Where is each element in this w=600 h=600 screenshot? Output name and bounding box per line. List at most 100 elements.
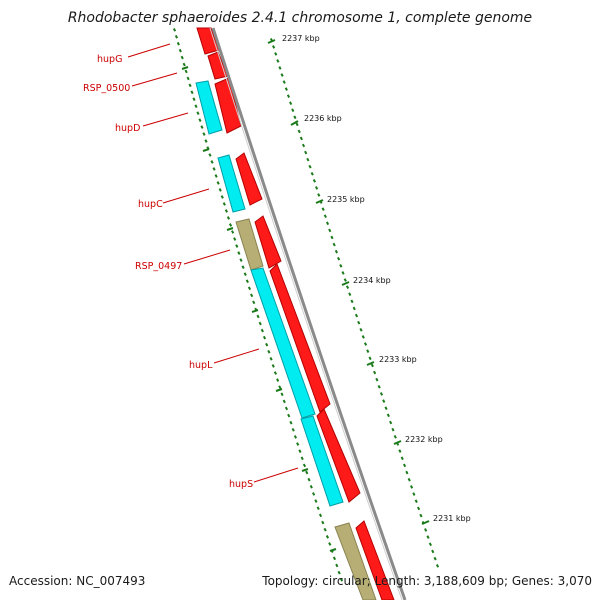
minor-tick xyxy=(316,506,320,511)
minor-tick xyxy=(273,371,278,375)
minor-tick xyxy=(297,129,301,134)
major-tick xyxy=(341,281,350,286)
gene-label-hupC[interactable]: hupC xyxy=(138,199,163,210)
major-tick xyxy=(315,199,324,204)
minor-tick xyxy=(280,73,284,77)
gene-feature[interactable] xyxy=(269,263,331,413)
tick-label: 2232 kbp xyxy=(405,435,443,444)
minor-tick xyxy=(304,150,308,155)
minor-tick xyxy=(282,80,286,84)
minor-tick xyxy=(337,256,341,261)
gene-feature[interactable] xyxy=(214,77,242,134)
minor-tick xyxy=(235,244,239,248)
minor-tick xyxy=(321,520,325,525)
gene-feature[interactable] xyxy=(254,215,282,269)
gene-feature[interactable] xyxy=(235,152,263,206)
minor-tick xyxy=(389,420,393,425)
label-leader xyxy=(131,72,178,87)
gene-feature[interactable] xyxy=(355,520,395,600)
minor-tick xyxy=(172,28,177,32)
minor-tick xyxy=(291,427,295,432)
minor-tick xyxy=(323,527,327,532)
minor-tick xyxy=(307,477,311,482)
gene-label-hupS[interactable]: hupS xyxy=(229,479,253,490)
gene-feature[interactable] xyxy=(195,80,223,135)
minor-tick xyxy=(332,242,336,247)
minor-tick xyxy=(198,118,202,122)
major-tick xyxy=(290,120,299,126)
minor-tick xyxy=(405,470,409,475)
minor-tick xyxy=(386,413,390,418)
gene-feature[interactable] xyxy=(235,218,264,271)
minor-tick xyxy=(218,188,222,192)
major-tick xyxy=(181,66,189,70)
gene-feature[interactable] xyxy=(334,522,377,600)
minor-tick xyxy=(300,456,304,461)
minor-tick xyxy=(243,272,247,276)
minor-tick xyxy=(325,221,330,226)
label-leader xyxy=(183,249,231,265)
minor-tick xyxy=(363,342,368,346)
minor-tick xyxy=(192,97,196,102)
minor-tick xyxy=(282,399,286,404)
major-tick xyxy=(202,148,210,152)
gene-label-hupD[interactable]: hupD xyxy=(115,123,140,134)
minor-tick xyxy=(323,214,327,219)
accession-info: Accession: NC_007493 xyxy=(9,574,145,588)
major-tick xyxy=(366,361,375,366)
major-tick xyxy=(267,39,276,44)
gene-feature[interactable] xyxy=(300,415,344,507)
gene-label-hupG[interactable]: hupG xyxy=(97,54,122,65)
gene-feature[interactable] xyxy=(217,154,246,213)
minor-tick xyxy=(305,470,309,475)
minor-tick xyxy=(291,108,295,113)
minor-tick xyxy=(409,485,414,489)
tick-label: 2231 kbp xyxy=(433,514,471,523)
minor-tick xyxy=(190,90,194,95)
minor-tick xyxy=(306,157,310,162)
minor-tick xyxy=(350,299,354,304)
genome-backbone-highlight xyxy=(209,27,403,600)
minor-tick xyxy=(335,563,339,568)
minor-tick xyxy=(433,556,437,561)
scale-ticks: 2237 kbp 2236 kbp 2235 kbp 2234 kbp 2233… xyxy=(267,34,471,525)
minor-tick xyxy=(176,41,180,46)
minor-tick xyxy=(239,258,243,262)
minor-tick xyxy=(321,207,325,211)
label-leader xyxy=(253,467,299,483)
gene-label-RSP_0500[interactable]: RSP_0500 xyxy=(83,83,130,94)
gene-feature[interactable] xyxy=(250,267,316,419)
minor-tick xyxy=(188,83,192,88)
major-tick xyxy=(301,468,309,472)
genome-backbone xyxy=(211,27,407,600)
gene-feature[interactable] xyxy=(316,408,361,503)
label-leader xyxy=(127,43,171,58)
minor-tick xyxy=(226,216,231,220)
gene-label-hupL[interactable]: hupL xyxy=(189,360,213,371)
minor-tick xyxy=(337,570,341,575)
length-value: 3,188,609 bp xyxy=(423,574,504,588)
minor-tick xyxy=(289,101,293,105)
minor-tick xyxy=(402,463,407,468)
minor-tick xyxy=(212,167,216,171)
minor-tick xyxy=(419,513,423,518)
minor-tick xyxy=(357,320,361,325)
minor-tick xyxy=(184,69,188,74)
minor-tick xyxy=(284,406,289,411)
minor-tick xyxy=(258,321,262,326)
minor-tick xyxy=(260,328,264,333)
minor-tick xyxy=(208,153,212,157)
topology-label: Topology: xyxy=(262,574,319,588)
minor-tick xyxy=(334,249,338,254)
gene-label-RSP_0497[interactable]: RSP_0497 xyxy=(135,261,182,272)
label-leader xyxy=(213,348,260,364)
label-leader xyxy=(162,188,210,204)
minor-tick xyxy=(332,556,337,561)
minor-tick xyxy=(265,342,269,347)
major-tick xyxy=(251,309,259,313)
major-tick xyxy=(275,388,283,392)
minor-tick xyxy=(348,292,352,297)
minor-tick xyxy=(250,293,254,298)
minor-tick xyxy=(222,202,226,206)
